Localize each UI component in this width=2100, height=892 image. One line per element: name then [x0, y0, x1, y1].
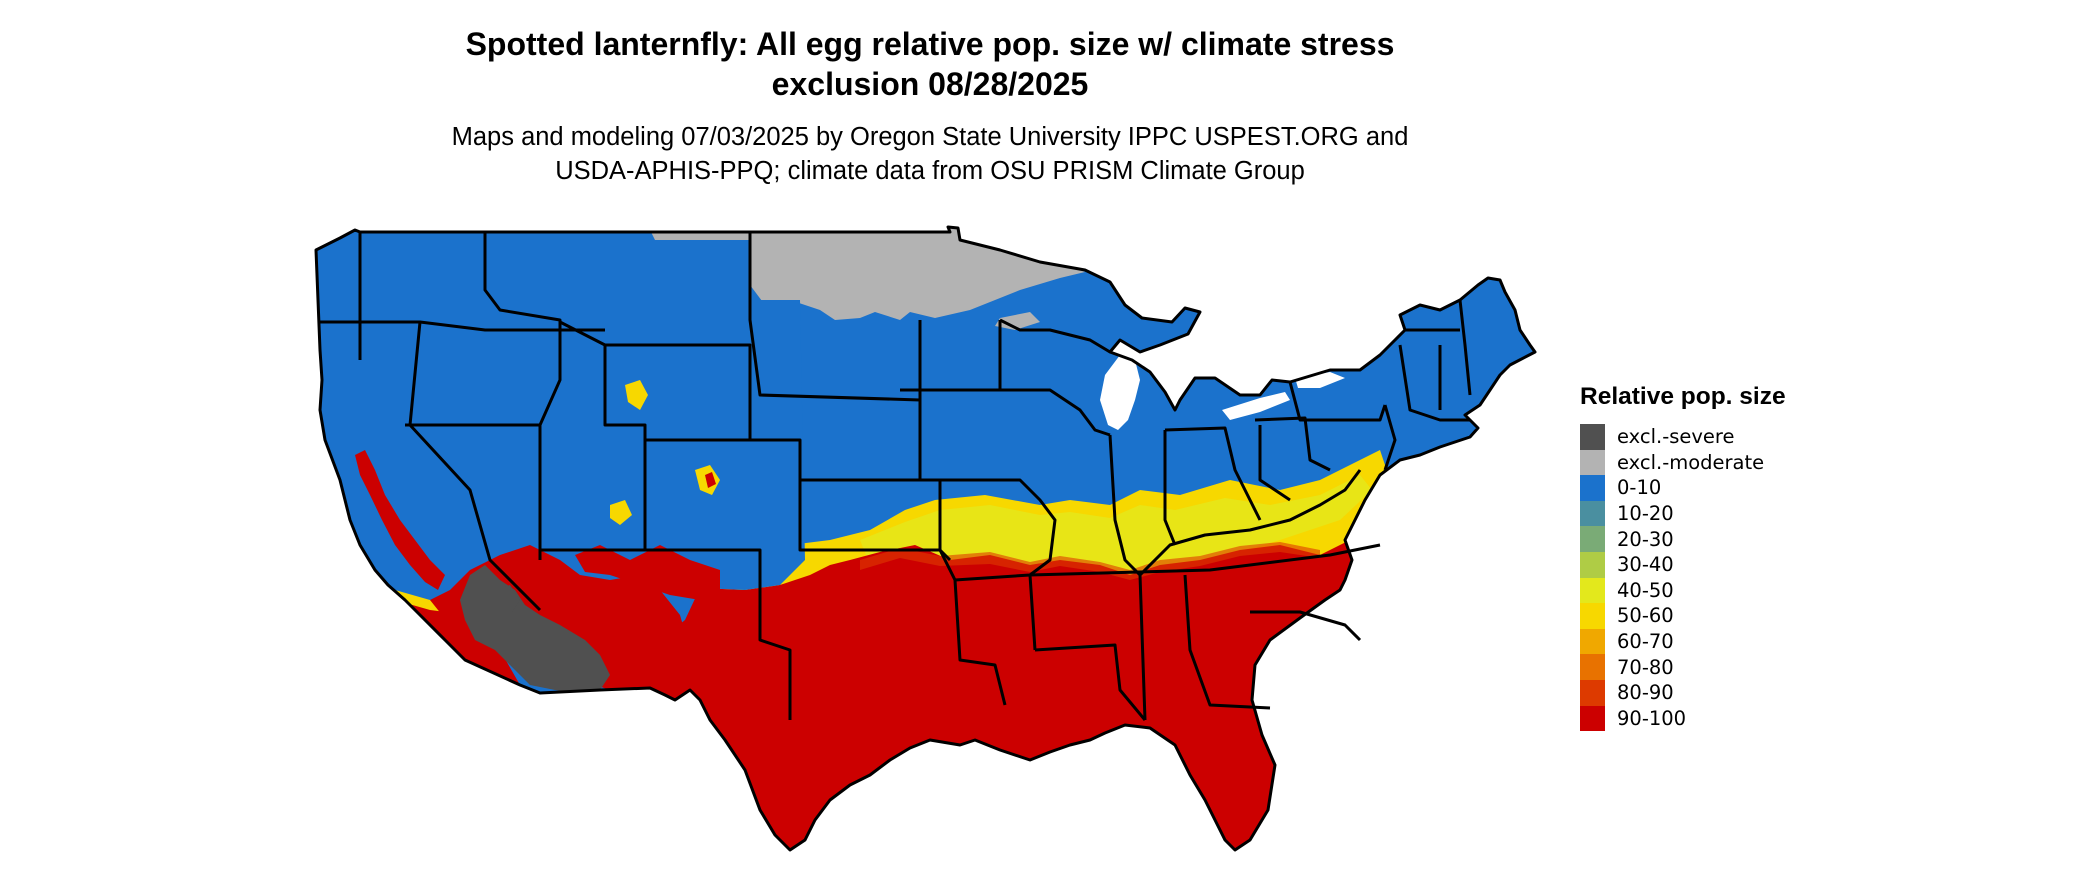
map-title: Spotted lanternfly: All egg relative pop…	[300, 24, 1560, 104]
zone-excl-severe-nv	[495, 585, 520, 612]
legend-item: 50-60	[1580, 603, 1786, 629]
legend-item: 90-100	[1580, 705, 1786, 732]
zone-90-100-co	[705, 472, 716, 488]
zone-50-60-ut	[610, 500, 632, 525]
legend-swatch	[1580, 628, 1605, 655]
legend-label: 40-50	[1617, 578, 1674, 602]
legend-item: 40-50	[1580, 577, 1786, 604]
legend-label: 70-80	[1617, 655, 1674, 679]
map-legend: Relative pop. size excl.-severe excl.-mod…	[1580, 382, 1786, 732]
legend-label: 30-40	[1617, 553, 1674, 577]
legend-label: excl.-moderate	[1617, 450, 1765, 474]
legend-label: 90-100	[1617, 706, 1687, 730]
lake-erie	[1222, 392, 1290, 420]
lake-michigan	[1100, 355, 1140, 430]
legend-swatch	[1580, 705, 1605, 732]
zone-50-60-wy	[625, 380, 648, 410]
state-borders	[314, 225, 1537, 852]
legend-item: 0-10	[1580, 475, 1786, 501]
zone-80-90	[860, 542, 1320, 580]
legend-item: 80-90	[1580, 679, 1786, 706]
zone-90-100-nm	[660, 630, 745, 710]
us-map	[314, 225, 1537, 852]
map-title-line-1: Spotted lanternfly: All egg relative pop…	[465, 26, 1395, 62]
zone-90-100-tx-west	[730, 580, 800, 700]
legend-item: 30-40	[1580, 551, 1786, 578]
map-subtitle-line-1: Maps and modeling 07/03/2025 by Oregon S…	[451, 123, 1409, 151]
map-subtitle-line-2: USDA-APHIS-PPQ; climate data from OSU PR…	[555, 157, 1305, 185]
legend-swatch	[1580, 500, 1605, 527]
legend-item: 10-20	[1580, 500, 1786, 527]
legend-swatch	[1580, 603, 1605, 629]
legend-item: excl.-moderate	[1580, 449, 1786, 476]
legend-label: 20-30	[1617, 527, 1674, 551]
legend-item: 20-30	[1580, 526, 1786, 552]
zone-excl-moderate	[650, 228, 1085, 320]
legend-swatch	[1580, 577, 1605, 604]
legend-swatch	[1580, 654, 1605, 680]
legend-swatch	[1580, 679, 1605, 706]
legend-label: 60-70	[1617, 630, 1674, 654]
legend-swatch	[1580, 526, 1605, 552]
legend-label: 10-20	[1617, 502, 1674, 526]
map-title-line-2: exclusion 08/28/2025	[771, 66, 1089, 102]
legend-label: 50-60	[1617, 604, 1674, 628]
legend-title: Relative pop. size	[1580, 383, 1786, 410]
legend-label: 0-10	[1617, 476, 1662, 500]
zone-excl-moderate-mi	[995, 312, 1040, 330]
legend-item: excl.-severe	[1580, 424, 1786, 450]
legend-item: 70-80	[1580, 654, 1786, 680]
legend-swatch	[1580, 551, 1605, 578]
legend-item: 60-70	[1580, 628, 1786, 655]
legend-items: excl.-severe excl.-moderate 0-10 10-20 20-30…	[1580, 424, 1786, 732]
legend-label: excl.-severe	[1617, 425, 1735, 449]
legend-swatch	[1580, 449, 1605, 476]
legend-swatch	[1580, 475, 1605, 501]
legend-label: 80-90	[1617, 681, 1674, 705]
zone-90-100-ca-valley	[355, 450, 445, 590]
map-subtitle: Maps and modeling 07/03/2025 by Oregon S…	[300, 120, 1560, 188]
zone-90-100-sw-mountains	[575, 545, 720, 600]
legend-swatch	[1580, 424, 1605, 450]
